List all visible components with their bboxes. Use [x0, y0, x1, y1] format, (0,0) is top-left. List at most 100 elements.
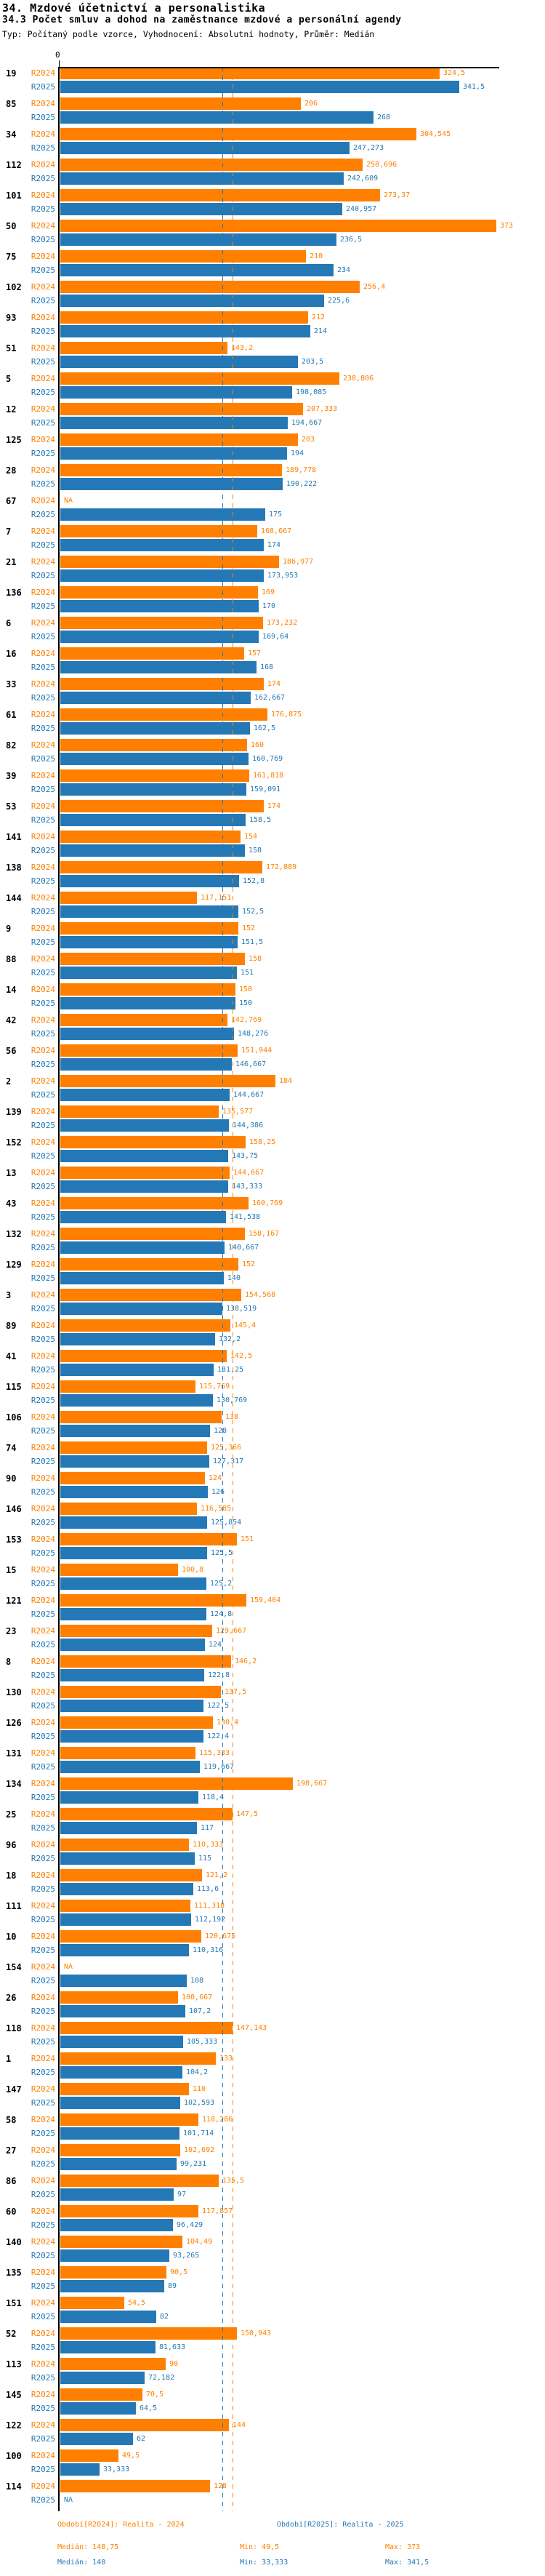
category-label: 154	[6, 1962, 22, 1972]
series-label-r2024: R2024	[31, 1351, 55, 1361]
series-label-r2025: R2025	[31, 1060, 55, 1069]
bar-row-r2024: R2024 207,333	[0, 403, 545, 415]
x-axis-zero-tick-mark	[59, 60, 60, 67]
bar-row-r2025: R2025 89	[0, 2280, 545, 2292]
series-label-r2025: R2025	[31, 418, 55, 428]
series-label-r2025: R2025	[31, 265, 55, 275]
bar-value-label: 206	[304, 100, 318, 108]
bar-value-label: 97	[177, 2191, 187, 2199]
bar-value-label: 130,4	[217, 1719, 239, 1727]
category-label: 3	[6, 1290, 12, 1300]
bar-r2024	[60, 1014, 227, 1026]
series-label-r2024: R2024	[31, 1657, 55, 1666]
category-label: 8	[6, 1657, 12, 1667]
category-label: 152	[6, 1137, 22, 1148]
series-label-r2025: R2025	[31, 296, 55, 305]
bar-pair: 27 R2024 102,692 R2025 99,231	[0, 2144, 545, 2175]
bar-value-label: 143,75	[232, 1152, 259, 1160]
series-label-r2025: R2025	[31, 1518, 55, 1527]
bar-r2025	[60, 967, 237, 979]
series-label-r2024: R2024	[31, 2237, 55, 2247]
bar-row-r2025: R2025 158,5	[0, 814, 545, 826]
series-label-r2025: R2025	[31, 1701, 55, 1711]
bar-r2025	[60, 1425, 210, 1437]
bar-r2025	[60, 631, 259, 643]
series-label-r2025: R2025	[31, 1915, 55, 1924]
series-label-r2024: R2024	[31, 1565, 55, 1575]
bar-row-r2025: R2025 152,5	[0, 905, 545, 918]
bar-row-r2024: R2024 186,977	[0, 556, 545, 568]
bar-row-r2025: R2025 124	[0, 1639, 545, 1651]
series-label-r2025: R2025	[31, 754, 55, 764]
bar-value-label: 150	[239, 985, 253, 993]
series-label-r2025: R2025	[31, 1335, 55, 1344]
bar-pair: 136 R2024 169 R2025 170	[0, 586, 545, 617]
bar-row-r2025: R2025 190,222	[0, 478, 545, 490]
bar-r2025	[60, 844, 245, 857]
bar-value-label: 158	[249, 847, 262, 855]
bar-value-label: 151	[241, 1535, 254, 1543]
bar-row-r2025: R2025 341,5	[0, 81, 545, 93]
bar-row-r2024: R2024 116,585	[0, 1503, 545, 1515]
bar-r2025	[60, 1730, 203, 1743]
bar-pair: 135 R2024 90,5 R2025 89	[0, 2266, 545, 2297]
bar-pair: 82 R2024 160 R2025 160,769	[0, 739, 545, 769]
bar-r2024	[60, 159, 363, 171]
series-label-r2024: R2024	[31, 1901, 55, 1911]
category-label: 51	[6, 343, 17, 353]
bar-row-r2024: R2024 158,167	[0, 1228, 545, 1240]
bar-r2025	[60, 478, 283, 490]
series-label-r2024: R2024	[31, 2084, 55, 2094]
bar-row-r2024: R2024 102,692	[0, 2144, 545, 2156]
bar-row-r2025: R2025 225,6	[0, 295, 545, 307]
bar-value-label: 194	[291, 449, 304, 457]
bar-r2025	[60, 1883, 193, 1895]
bar-r2024	[60, 892, 197, 904]
bar-row-r2025: R2025 132,2	[0, 1333, 545, 1345]
category-label: 26	[6, 1993, 17, 2003]
bar-pair: 102 R2024 256,4 R2025 225,6	[0, 281, 545, 311]
bar-pair: 114 R2024 128 R2025 NA	[0, 2480, 545, 2511]
bar-value-label: 90	[169, 2360, 179, 2368]
bar-value-label: 140,667	[228, 1244, 259, 1252]
series-label-r2024: R2024	[31, 1290, 55, 1300]
bar-value-label: 174	[267, 680, 281, 688]
series-label-r2025: R2025	[31, 601, 55, 611]
series-label-r2024: R2024	[31, 1687, 55, 1697]
series-label-r2024: R2024	[31, 343, 55, 353]
bar-value-label: 54,5	[128, 2299, 146, 2307]
bar-value-label: 145,4	[234, 1321, 257, 1329]
bar-value-label: 117,857	[202, 2207, 233, 2215]
bar-r2024	[60, 647, 244, 660]
bar-r2025	[60, 1608, 206, 1620]
series-label-r2024: R2024	[31, 801, 55, 811]
bar-value-label: 72,182	[148, 2374, 175, 2382]
series-label-r2024: R2024	[31, 557, 55, 567]
bar-r2024	[60, 2358, 166, 2370]
series-label-r2025: R2025	[31, 2343, 55, 2352]
series-label-r2024: R2024	[31, 2329, 55, 2338]
bar-r2024	[60, 739, 247, 751]
bar-r2024	[60, 2266, 166, 2279]
bar-row-r2024: R2024 169	[0, 586, 545, 599]
series-label-r2024: R2024	[31, 1779, 55, 1788]
bar-value-label: 127,317	[213, 1457, 244, 1465]
bar-row-r2024: R2024 159,404	[0, 1594, 545, 1607]
bar-row-r2025: R2025 125,5	[0, 1547, 545, 1559]
bar-value-label: 122,8	[208, 1671, 230, 1679]
series-label-r2025: R2025	[31, 1884, 55, 1894]
series-label-r2024: R2024	[31, 2451, 55, 2460]
bar-row-r2024: R2024 142,5	[0, 1350, 545, 1362]
bar-r2025	[60, 2341, 156, 2353]
bar-r2025	[60, 1669, 204, 1681]
legend-title-r2024: Období[R2024]: Realita - 2024	[57, 2521, 185, 2529]
bar-value-label: 81,633	[159, 2343, 186, 2351]
bar-chart-rows: 19 R2024 324,5 R2025 341,5 85 R2024 206 R2025 268…	[0, 67, 545, 2511]
bar-value-label: 146,2	[235, 1657, 257, 1665]
category-label: 14	[6, 985, 17, 995]
bar-pair: 18 R2024 121,2 R2025 113,6	[0, 1869, 545, 1900]
bar-row-r2025: R2025 150	[0, 997, 545, 1009]
bar-r2025	[60, 233, 336, 246]
bar-row-r2024: R2024 161,818	[0, 769, 545, 782]
bar-r2025	[60, 1364, 214, 1376]
